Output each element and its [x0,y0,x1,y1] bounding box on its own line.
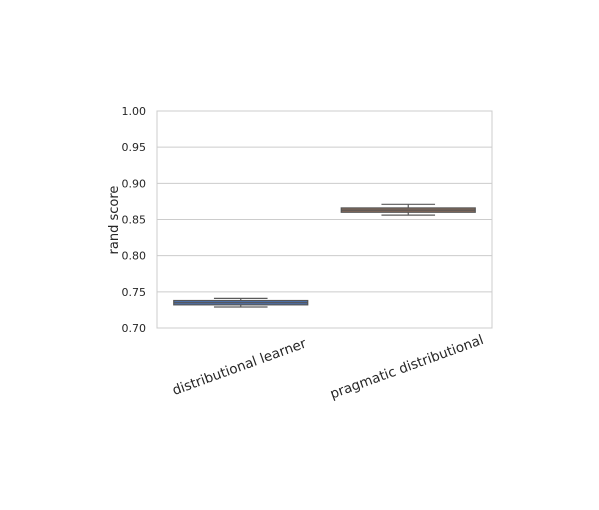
y-tick-label: 0.85 [122,214,147,227]
y-tick-labels: 0.70 0.75 0.80 0.85 0.90 0.95 1.00 [122,105,147,335]
y-tick-label: 0.90 [122,177,147,190]
y-axis-label: rand score [107,186,122,255]
y-tick-label: 0.70 [122,322,147,335]
box-1 [173,297,309,308]
box-2 [340,203,476,216]
boxes [173,203,476,308]
y-tick-label: 0.75 [122,286,147,299]
x-tick-label: pragmatic distributional [328,332,486,402]
y-tick-label: 1.00 [122,105,147,118]
x-tick-label: distributional learner [170,335,309,399]
y-tick-label: 0.80 [122,250,147,263]
y-tick-label: 0.95 [122,141,147,154]
plot-frame [156,110,493,329]
x-tick-labels: distributional learner pragmatic distribu… [170,332,486,402]
